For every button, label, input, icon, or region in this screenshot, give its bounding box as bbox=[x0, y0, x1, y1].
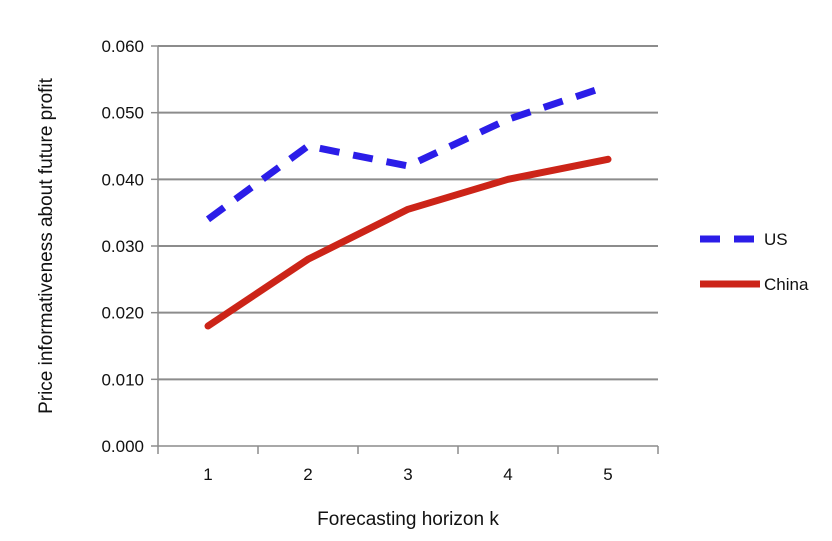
grid-lines bbox=[158, 45, 658, 381]
series-lines bbox=[204, 82, 612, 330]
legend-label-china: China bbox=[764, 275, 809, 294]
axes bbox=[151, 45, 659, 454]
x-tick-label: 3 bbox=[403, 465, 412, 484]
legend: US China bbox=[700, 230, 809, 294]
x-tick-label: 1 bbox=[203, 465, 212, 484]
x-axis-title: Forecasting horizon k bbox=[317, 509, 499, 530]
y-tick-label: 0.060 bbox=[101, 37, 144, 56]
y-tick-label: 0.050 bbox=[101, 104, 144, 123]
y-tick-label: 0.020 bbox=[101, 304, 144, 323]
y-axis-title: Price informativeness about future profi… bbox=[36, 77, 57, 414]
x-tick-labels: 1 2 3 4 5 bbox=[203, 465, 612, 484]
series-line-china bbox=[204, 155, 612, 330]
y-tick-label: 0.000 bbox=[101, 437, 144, 456]
series-line-us bbox=[205, 82, 610, 223]
y-tick-label: 0.030 bbox=[101, 237, 144, 256]
y-tick-label: 0.010 bbox=[101, 370, 144, 389]
y-tick-label: 0.040 bbox=[101, 170, 144, 189]
legend-label-us: US bbox=[764, 230, 788, 249]
x-tick-label: 5 bbox=[603, 465, 612, 484]
y-tick-labels: 0.000 0.010 0.020 0.030 0.040 0.050 0.060 bbox=[101, 37, 144, 456]
x-tick-label: 4 bbox=[503, 465, 512, 484]
x-tick-label: 2 bbox=[303, 465, 312, 484]
